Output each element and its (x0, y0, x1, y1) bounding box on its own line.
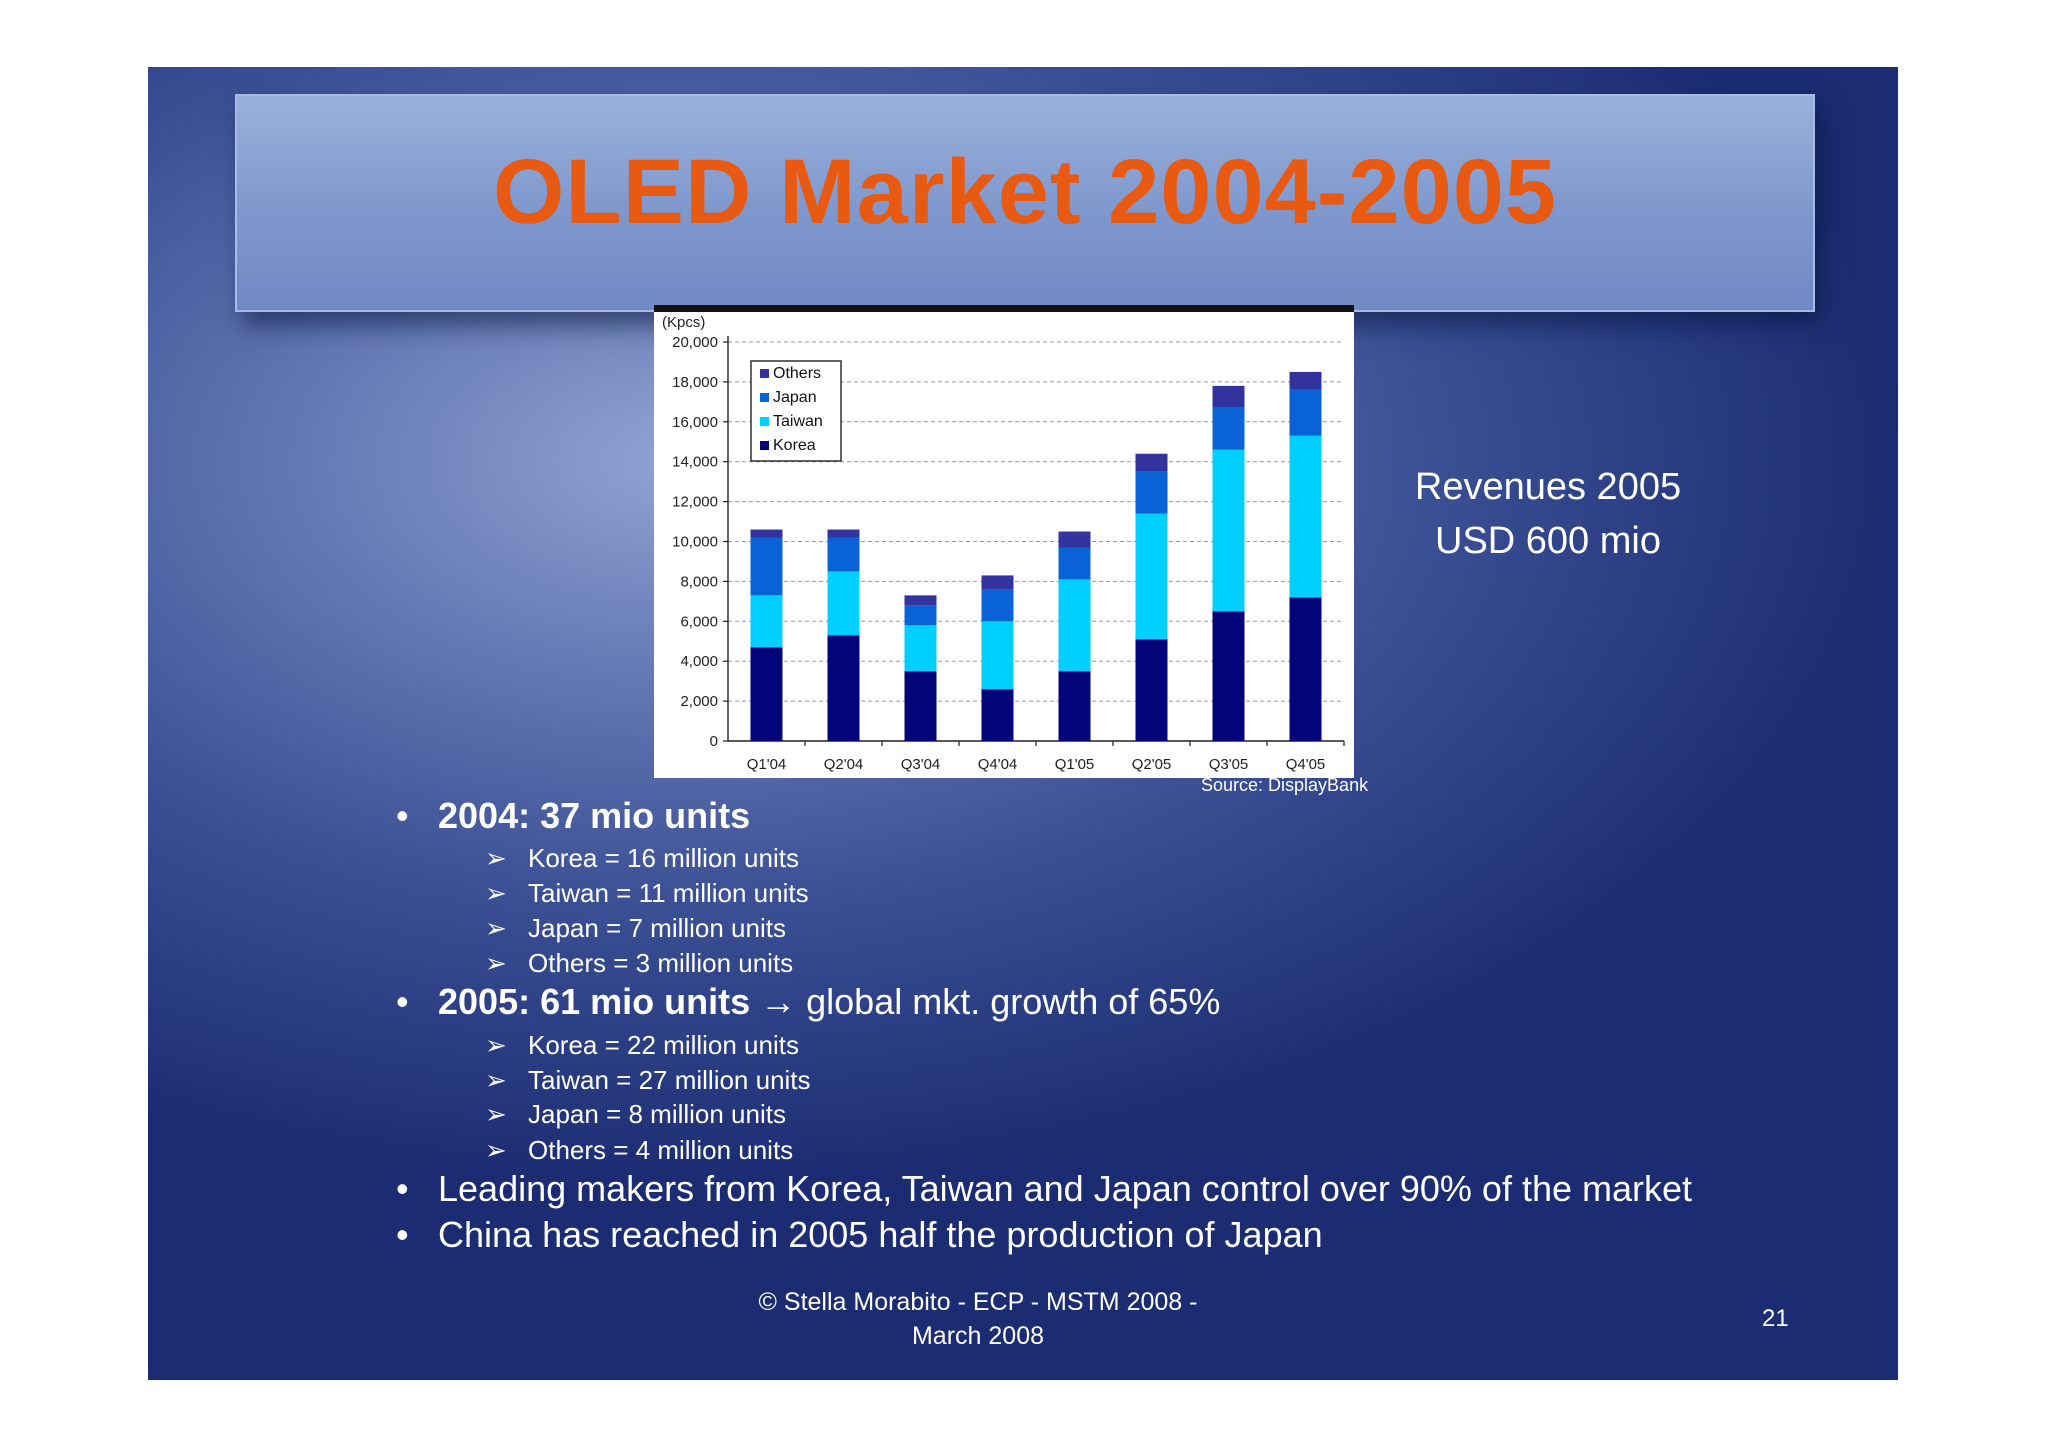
y-tick-label: 2,000 (680, 693, 718, 710)
chart-canvas: (Kpcs) 20,000 18,000 16,000 14,000 12,000 10,0… (662, 314, 1345, 773)
chart-source-note: Source: DisplayBank (1201, 775, 1369, 795)
bar-segment-taiwan (750, 595, 783, 648)
bar-segment-japan (827, 537, 860, 572)
bullet-text: Leading makers from Korea, Taiwan and Ja… (438, 1168, 1693, 1209)
bar-segment-others (750, 529, 783, 538)
arrow-bullet-icon: ➢ (485, 913, 507, 943)
revenue-callout: Revenues 2005 USD 600 mio (1388, 460, 1708, 568)
sub-bullet-text: Others = 3 million units (528, 948, 794, 978)
bar-segment-others (904, 595, 937, 606)
legend-label-japan: Japan (773, 389, 817, 406)
slide: OLED Market 2004-2005 (Kpcs) 20,000 18,000… (148, 67, 1898, 1380)
bar-segment-korea (904, 671, 937, 741)
bar-segment-others (1289, 371, 1322, 390)
y-tick-label: 10,000 (672, 534, 718, 551)
x-tick-label: Q4'05 (1286, 756, 1326, 773)
sub-bullet-text: Japan = 7 million units (528, 913, 786, 943)
revenue-line-2: USD 600 mio (1435, 520, 1661, 562)
bullet-dot-icon: • (396, 1168, 409, 1209)
legend-label-korea: Korea (773, 437, 816, 454)
y-tick-label: 8,000 (680, 573, 718, 590)
y-tick-label: 4,000 (680, 653, 718, 670)
bar-segment-taiwan (981, 621, 1014, 690)
y-unit-label: (Kpcs) (662, 314, 705, 331)
arrow-bullet-icon: ➢ (485, 843, 507, 873)
bar-segment-korea (1058, 671, 1091, 741)
title-banner: OLED Market 2004-2005 (235, 94, 1815, 312)
bar-segment-others (1135, 453, 1168, 472)
bar-segment-taiwan (904, 625, 937, 672)
legend-swatch-korea (760, 441, 769, 450)
y-tick-label: 20,000 (672, 334, 718, 351)
bar-segment-japan (1289, 389, 1322, 436)
bar-segment-others (827, 529, 860, 538)
bar-segment-taiwan (827, 571, 860, 636)
bar-segment-korea (827, 635, 860, 741)
footer-copyright: © Stella Morabito - ECP - MSTM 2008 - Ma… (728, 1285, 1228, 1353)
arrow-bullet-icon: ➢ (485, 878, 507, 908)
y-tick-label: 12,000 (672, 494, 718, 511)
y-tick-label: 18,000 (672, 374, 718, 391)
footer-line-1: © Stella Morabito - ECP - MSTM 2008 - (758, 1288, 1198, 1316)
legend-label-others: Others (773, 365, 821, 382)
bar-segment-taiwan (1289, 435, 1322, 598)
legend-label-taiwan: Taiwan (773, 413, 823, 430)
bar-segment-taiwan (1135, 513, 1168, 640)
bullet-text: China has reached in 2005 half the produ… (438, 1214, 1323, 1255)
sub-bullet-text: Others = 4 million units (528, 1135, 794, 1165)
bar-segment-japan (1058, 547, 1091, 580)
bullet-dot-icon: • (396, 1214, 409, 1255)
bullet-bold-text: 2004: 37 mio units (438, 795, 751, 836)
bullet-dot-icon: • (396, 981, 409, 1022)
legend-swatch-others (760, 369, 769, 378)
x-tick-label: Q1'05 (1055, 756, 1095, 773)
bullet-bold-text: 2005: 61 mio units (438, 981, 751, 1022)
x-tick-label: Q3'04 (901, 756, 941, 773)
bar-segment-japan (750, 537, 783, 596)
revenue-line-1: Revenues 2005 (1414, 466, 1682, 508)
bar-segment-japan (981, 589, 1014, 622)
x-tick-label: Q4'04 (978, 756, 1018, 773)
arrow-bullet-icon: ➢ (485, 1030, 507, 1060)
bar-segment-korea (1289, 597, 1322, 741)
bar-segment-korea (750, 647, 783, 741)
bar-segment-japan (1212, 407, 1245, 450)
page-number: 21 (1762, 1305, 1789, 1332)
bullet-rest-text: → global mkt. growth of 65% (750, 981, 1221, 1022)
legend-swatch-taiwan (760, 417, 769, 426)
bar-segment-others (981, 575, 1014, 590)
bar-segment-taiwan (1058, 579, 1091, 672)
bar-segment-korea (981, 689, 1014, 741)
x-tick-label: Q2'05 (1132, 756, 1172, 773)
x-tick-label: Q3'05 (1209, 756, 1249, 773)
bar-segment-korea (1212, 611, 1245, 741)
footer-line-2: March 2008 (911, 1322, 1045, 1350)
bar-segment-japan (904, 605, 937, 626)
sub-bullet-text: Taiwan = 11 million units (528, 878, 809, 908)
bullet-dot-icon: • (396, 795, 409, 836)
bar-segment-others (1212, 385, 1245, 408)
sub-bullet-text: Korea = 16 million units (528, 843, 799, 873)
arrow-bullet-icon: ➢ (485, 1099, 507, 1129)
bar-segment-korea (1135, 639, 1168, 741)
y-tick-label: 6,000 (680, 613, 718, 630)
y-tick-label: 16,000 (672, 414, 718, 431)
arrow-bullet-icon: ➢ (485, 948, 507, 978)
slide-title: OLED Market 2004-2005 (492, 141, 1558, 243)
x-tick-label: Q2'04 (824, 756, 864, 773)
sub-bullet-text: Korea = 22 million units (528, 1030, 799, 1060)
legend-swatch-japan (760, 393, 769, 402)
arrow-bullet-icon: ➢ (485, 1135, 507, 1165)
stacked-bar-chart: (Kpcs) 20,000 18,000 16,000 14,000 12,000 10,0… (654, 305, 1354, 778)
x-tick-label: Q1'04 (747, 756, 787, 773)
arrow-bullet-icon: ➢ (485, 1065, 507, 1095)
bar-segment-japan (1135, 471, 1168, 514)
y-tick-label: 14,000 (672, 454, 718, 471)
sub-bullet-text: Taiwan = 27 million units (528, 1065, 811, 1095)
sub-bullet-text: Japan = 8 million units (528, 1099, 786, 1129)
bar-segment-others (1058, 531, 1091, 548)
y-tick-label: 0 (710, 733, 718, 750)
bar-segment-taiwan (1212, 449, 1245, 612)
